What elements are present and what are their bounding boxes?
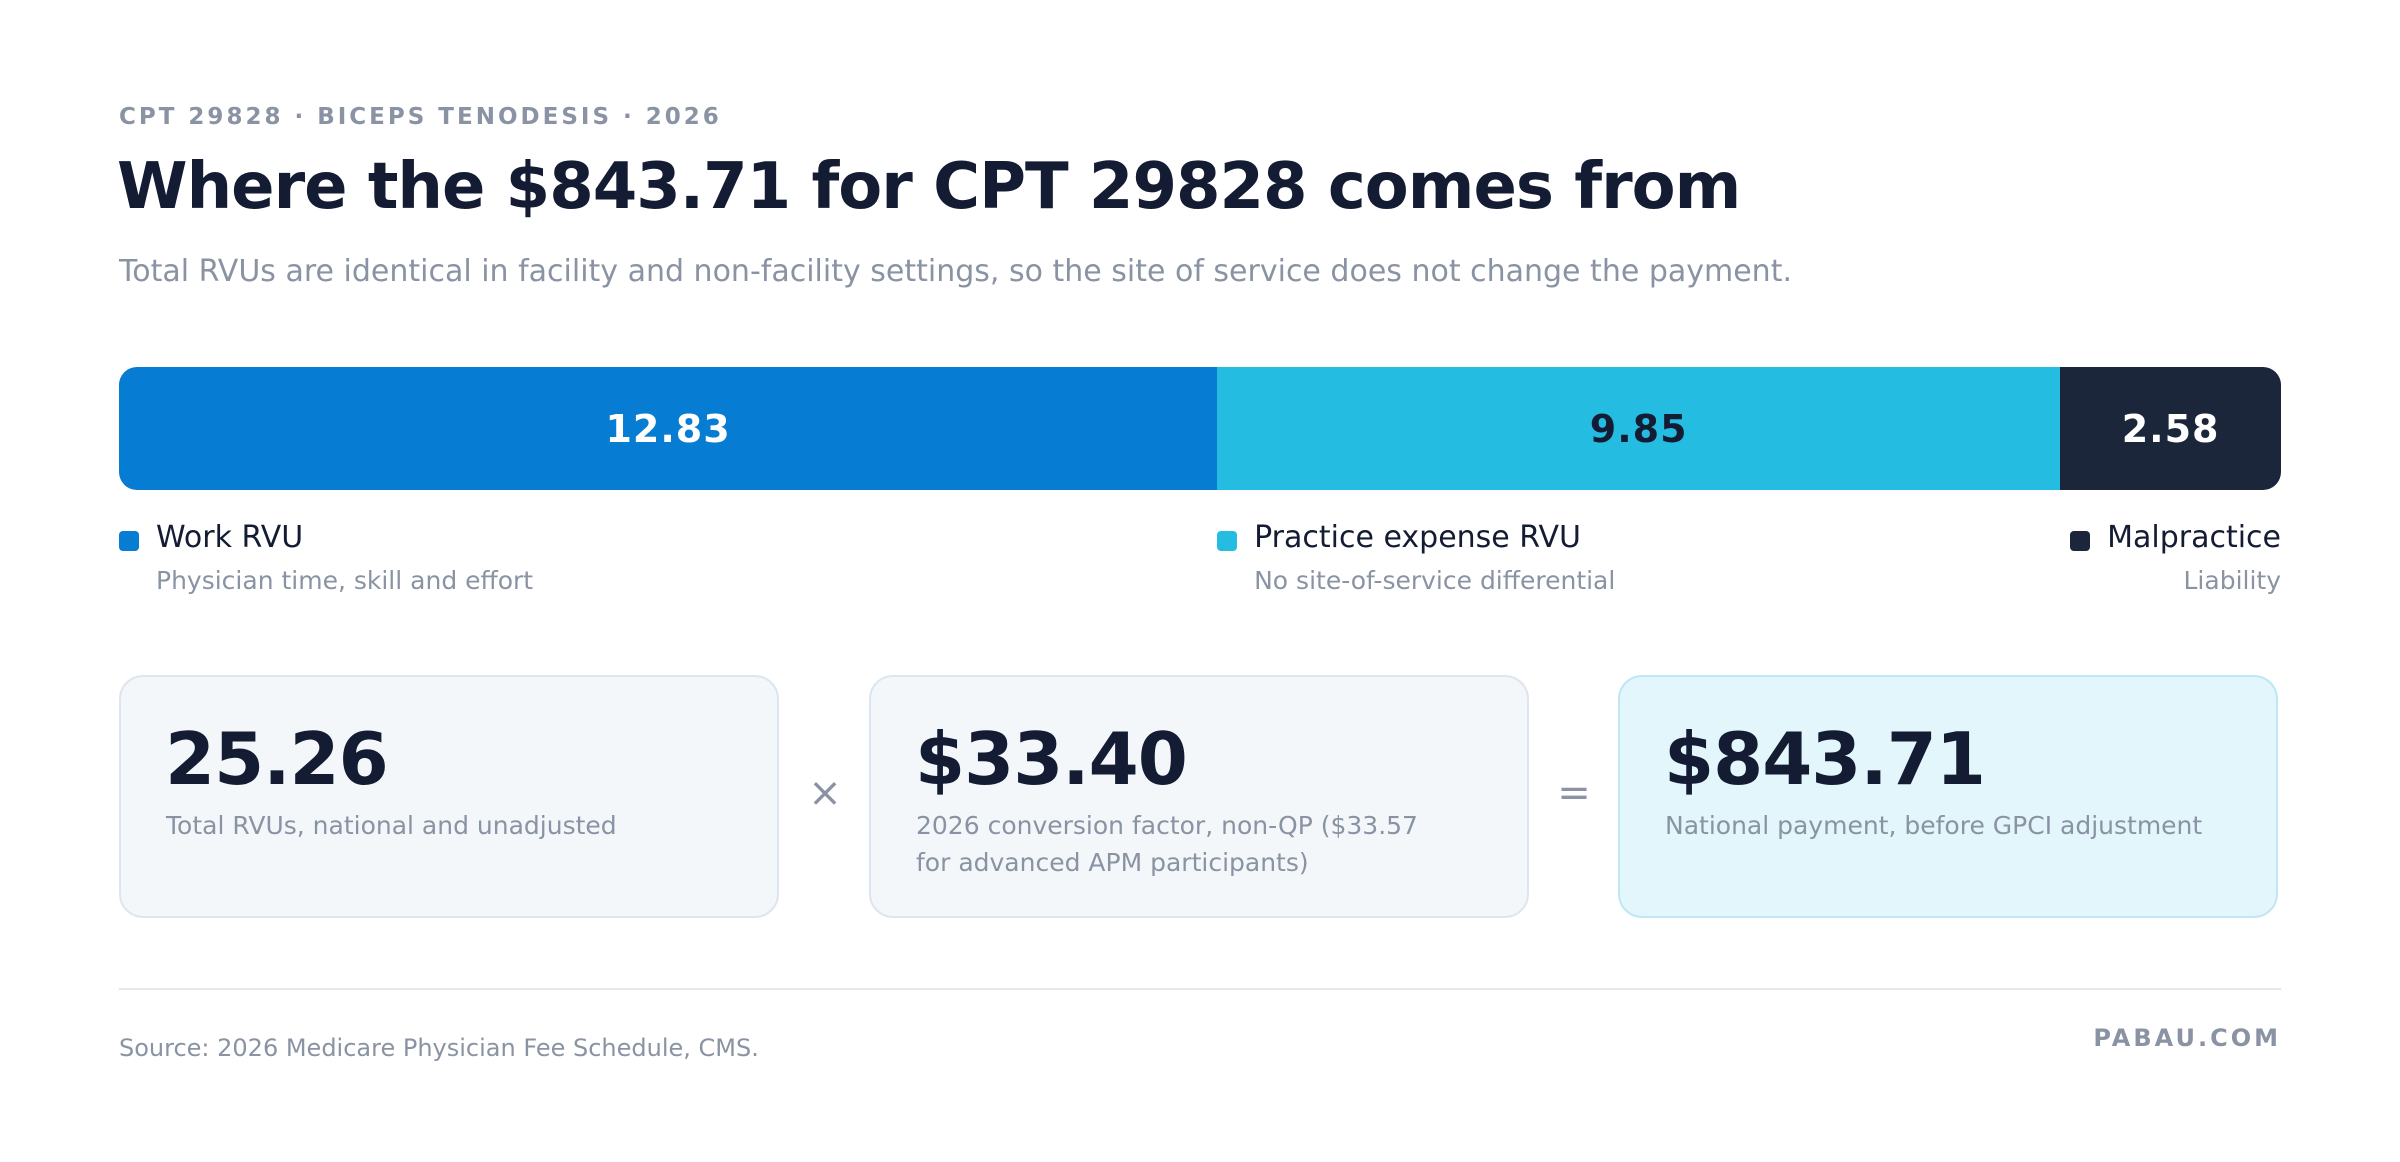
chart-subtitle: Total RVUs are identical in facility and…	[119, 254, 1792, 289]
legend-label: Malpractice	[2107, 520, 2281, 555]
legend-description: No site-of-service differential	[1254, 566, 1616, 595]
legend-description: Liability	[2183, 566, 2282, 595]
legend-swatch	[2070, 531, 2090, 551]
card-value: $33.40	[915, 717, 1188, 801]
stacked-bar: 12.83 9.85 2.58	[119, 367, 2281, 490]
brand: PABAU.COM	[2093, 1024, 2281, 1052]
equation-card: $843.71 National payment, before GPCI adj…	[1618, 675, 2278, 918]
legend-label: Practice expense RVU	[1254, 520, 1581, 555]
equation-card: $33.40 2026 conversion factor, non-QP ($3…	[869, 675, 1529, 918]
eyebrow: CPT 29828 · BICEPS TENODESIS · 2026	[119, 104, 722, 130]
chart-title: Where the $843.71 for CPT 29828 comes fr…	[117, 150, 1741, 224]
bar-segment: 2.58	[2060, 367, 2281, 490]
card-caption: 2026 conversion factor, non-QP ($33.57 f…	[916, 811, 1418, 877]
source-note: Source: 2026 Medicare Physician Fee Sche…	[119, 1034, 759, 1062]
operator: ×	[808, 770, 842, 816]
operator: =	[1557, 770, 1591, 816]
legend-swatch	[1217, 531, 1238, 551]
card-value: $843.71	[1664, 717, 1986, 801]
card-value: 25.26	[165, 717, 389, 801]
legend-description: Physician time, skill and effort	[156, 566, 534, 595]
legend-swatch	[119, 531, 139, 551]
equation-card: 25.26 Total RVUs, national and unadjusted	[119, 675, 779, 918]
divider	[119, 988, 2281, 990]
card-caption: Total RVUs, national and unadjusted	[166, 811, 617, 840]
legend-label: Work RVU	[156, 520, 304, 555]
bar-segment: 9.85	[1217, 367, 2061, 490]
bar-segment: 12.83	[119, 367, 1218, 490]
card-caption: National payment, before GPCI adjustment	[1665, 811, 2203, 840]
